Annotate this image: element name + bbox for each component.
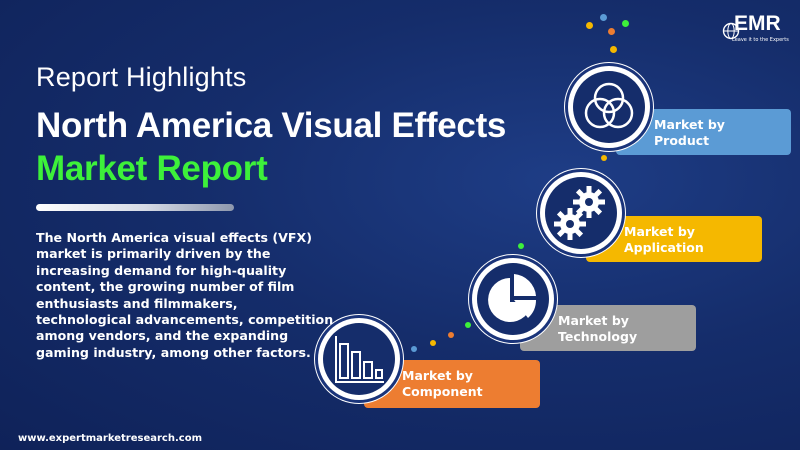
bar-chart-icon <box>335 336 384 383</box>
segment-application-line1: Market by <box>624 224 695 239</box>
dot <box>448 332 454 338</box>
report-title-line1: North America Visual Effects <box>36 106 507 145</box>
dot <box>411 346 417 352</box>
segment-component-box: Market by Component <box>364 360 540 408</box>
logo-text: EMR <box>734 12 781 35</box>
venn-diagram-icon <box>584 82 634 129</box>
dot <box>465 322 471 328</box>
dot <box>600 14 607 21</box>
segment-application-circle <box>540 172 622 254</box>
dot <box>622 20 629 27</box>
segment-technology-line2: Technology <box>558 329 638 344</box>
segment-component-line1: Market by <box>402 368 473 383</box>
dot <box>601 155 607 161</box>
logo-tagline: Leave it to the Experts <box>732 37 789 43</box>
segment-technology-line1: Market by <box>558 313 629 328</box>
emr-logo: EMR Leave it to the Experts <box>718 8 794 48</box>
dot <box>610 46 617 53</box>
pie-chart-icon <box>488 274 537 322</box>
dot <box>608 28 615 35</box>
segment-application-line2: Application <box>624 240 704 255</box>
title-divider <box>36 204 234 211</box>
segment-product-box: Market by Product <box>616 109 791 155</box>
report-title-line2: Market Report <box>36 149 268 188</box>
report-kicker: Report Highlights <box>36 62 247 92</box>
dot <box>518 243 524 249</box>
gears-icon <box>554 186 605 240</box>
segment-component-circle <box>318 318 400 400</box>
segment-product-line2: Product <box>654 133 710 148</box>
segment-product-circle <box>568 66 650 148</box>
segment-technology-circle <box>472 258 554 340</box>
segment-technology-box: Market by Technology <box>520 305 696 351</box>
segment-product-line1: Market by <box>654 117 725 132</box>
segment-application-box: Market by Application <box>586 216 762 262</box>
dot <box>430 340 436 346</box>
globe-icon <box>722 22 740 40</box>
footer-url[interactable]: www.expertmarketresearch.com <box>18 433 202 444</box>
segment-component-line2: Component <box>402 384 483 399</box>
dot <box>586 22 593 29</box>
report-description: The North America visual effects (VFX) m… <box>36 230 334 360</box>
